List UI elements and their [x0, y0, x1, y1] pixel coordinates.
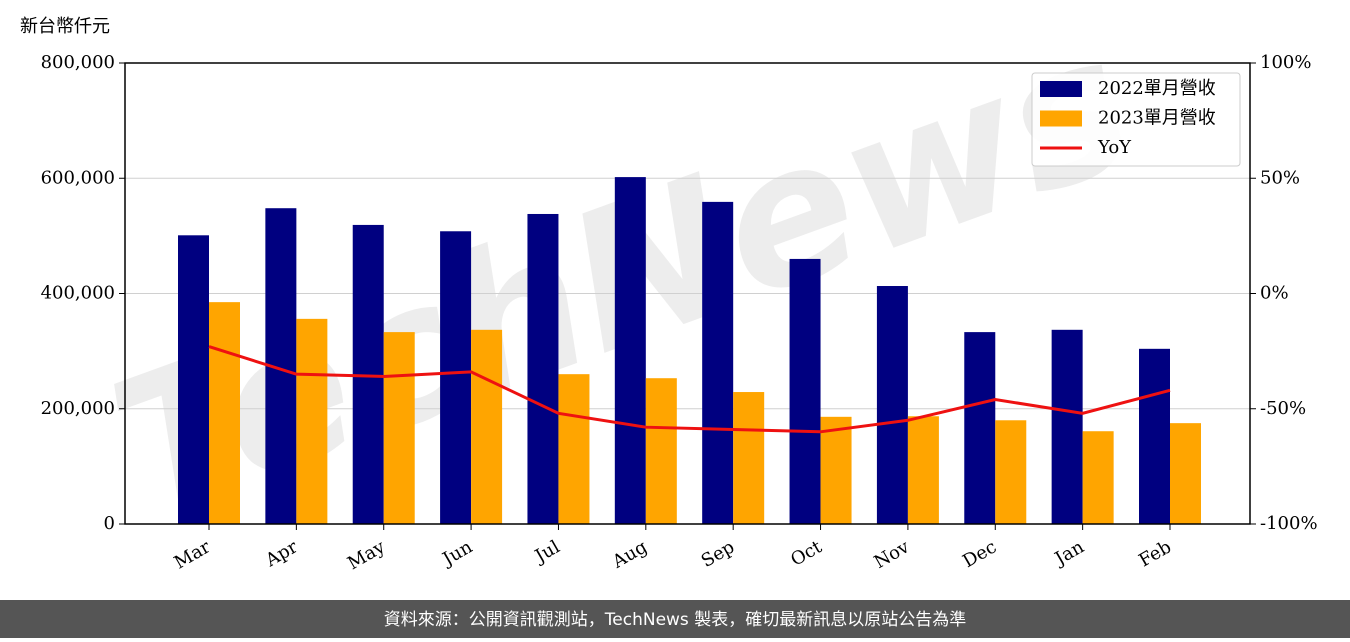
x-tick-label: Jan — [1050, 536, 1088, 570]
x-tick-label: Apr — [261, 536, 301, 571]
legend-label: 2023單月營收 — [1098, 108, 1216, 129]
x-tick-label: Sep — [698, 536, 738, 571]
x-tick-label: May — [344, 536, 389, 574]
x-tick-label: Jul — [530, 536, 564, 568]
footer: 資料來源：公開資訊觀測站，TechNews 製表，確切最新訊息以原站公告為準 — [384, 610, 966, 630]
footer-band — [0, 600, 1350, 638]
bar — [995, 420, 1027, 524]
bar — [440, 231, 472, 524]
bar — [296, 318, 328, 524]
y-tick-label: 0 — [104, 513, 115, 534]
y-tick-label: 800,000 — [41, 52, 115, 73]
yoy-line — [208, 345, 1171, 434]
bar — [1139, 348, 1170, 524]
bar — [558, 374, 590, 524]
x-tick-label: Aug — [608, 536, 651, 573]
bar — [907, 416, 939, 524]
x-tick-label: Feb — [1135, 536, 1175, 571]
y2-tick-label: 100% — [1260, 52, 1311, 73]
y2-tick-label: -100% — [1260, 513, 1318, 534]
bar — [645, 378, 677, 524]
y2-tick-label: 0% — [1260, 283, 1289, 304]
bar — [209, 302, 240, 524]
bar — [527, 213, 559, 525]
x-tick-label: Dec — [959, 536, 1000, 572]
bar — [820, 416, 852, 524]
legend-label: YoY — [1097, 137, 1132, 158]
bar — [471, 329, 503, 524]
y-tick-label: 200,000 — [41, 398, 115, 419]
legend-label: 2022單月營收 — [1098, 78, 1216, 99]
x-tick-label: Nov — [871, 536, 914, 573]
bar — [876, 286, 908, 524]
x-tick-label: Oct — [787, 536, 826, 571]
bar — [1051, 329, 1083, 524]
plot-frame — [124, 62, 1251, 525]
y-tick-label: 600,000 — [41, 167, 115, 188]
bar — [1170, 423, 1201, 524]
bar — [733, 392, 765, 524]
legend-swatch — [1040, 110, 1082, 127]
y2-tick-label: -50% — [1260, 398, 1306, 419]
bar — [178, 235, 209, 524]
legend-box — [1031, 72, 1241, 167]
bar — [1082, 431, 1114, 524]
x-tick-label: Jun — [438, 536, 477, 571]
y-tick-label: 400,000 — [41, 283, 115, 304]
bar — [383, 332, 415, 524]
legend-swatch — [1040, 81, 1082, 97]
bar — [789, 258, 821, 524]
y2-tick-label: 50% — [1260, 167, 1300, 188]
unit-label: 新台幣仟元 — [20, 16, 110, 37]
bar — [702, 201, 734, 524]
bar — [614, 177, 646, 524]
bar — [964, 332, 996, 524]
